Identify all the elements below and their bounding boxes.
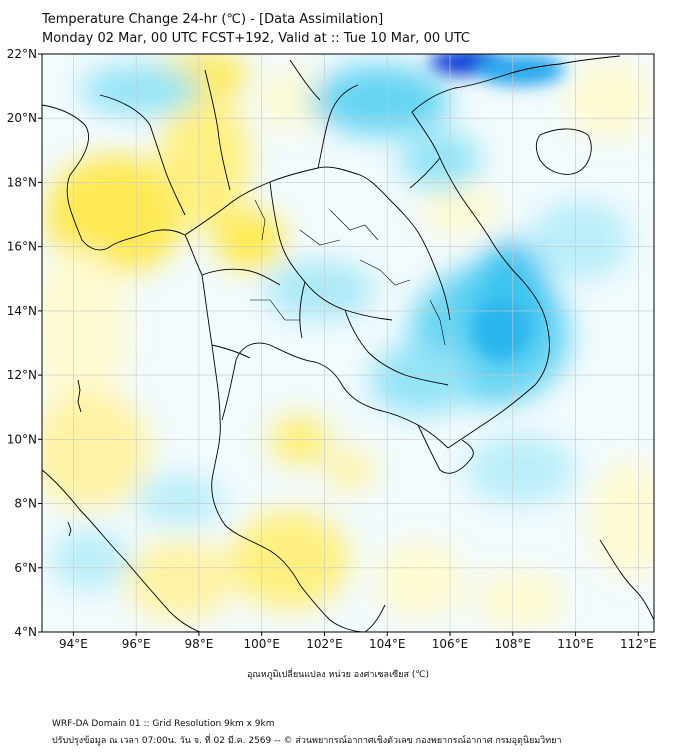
footer-line-2: ปรับปรุงข้อมูล ณ เวลา 07:00น. วัน จ. ที่… [52,736,562,746]
lat-tick-label: 14°N [7,304,37,318]
lat-tick-label: 8°N [14,497,37,511]
map-title: Temperature Change 24-hr (℃) - [Data Ass… [42,12,384,27]
lon-tick-label: 112°E [620,637,657,651]
lon-tick-label: 106°E [432,637,469,651]
lon-tick-label: 102°E [306,637,343,651]
lat-tick-label: 12°N [7,368,37,382]
lat-tick-label: 20°N [7,111,37,125]
lat-tick-label: 16°N [7,240,37,254]
lon-tick-label: 98°E [184,637,213,651]
lon-tick-label: 110°E [557,637,594,651]
lon-tick-label: 104°E [369,637,406,651]
lat-axis: 22°N 20°N 18°N 16°N 14°N 12°N 10°N 8°N 6°N 4°N [7,47,42,639]
lat-tick-label: 6°N [14,561,37,575]
map-panel: 22°N 20°N 18°N 16°N 14°N 12°N 10°N 8°N 6°N 4°N 94… [7,47,657,704]
coastline-borders [42,55,654,632]
lon-tick-label: 94°E [59,637,88,651]
footer-line-1: WRF-DA Domain 01 :: Grid Resolution 9km … [52,719,275,729]
colorbar-label: อุณหภูมิเปลี่ยนแปลง หน่วย องศาเซลเซียส (… [246,670,430,680]
lat-tick-label: 22°N [7,47,37,61]
lat-tick-label: 18°N [7,175,37,189]
plot-frame [41,53,655,633]
lat-tick-label: 4°N [14,625,37,639]
lon-tick-label: 108°E [495,637,532,651]
lon-tick-label: 96°E [122,637,151,651]
graticule [42,54,654,632]
map-subtitle: Monday 02 Mar, 00 UTC FCST+192, Valid at… [42,31,471,46]
temperature-field [42,54,654,632]
lat-tick-label: 10°N [7,432,37,446]
lon-axis: 94°E 96°E 98°E 100°E 102°E 104°E 106°E 108°E 110… [59,632,657,651]
lon-tick-label: 100°E [243,637,280,651]
